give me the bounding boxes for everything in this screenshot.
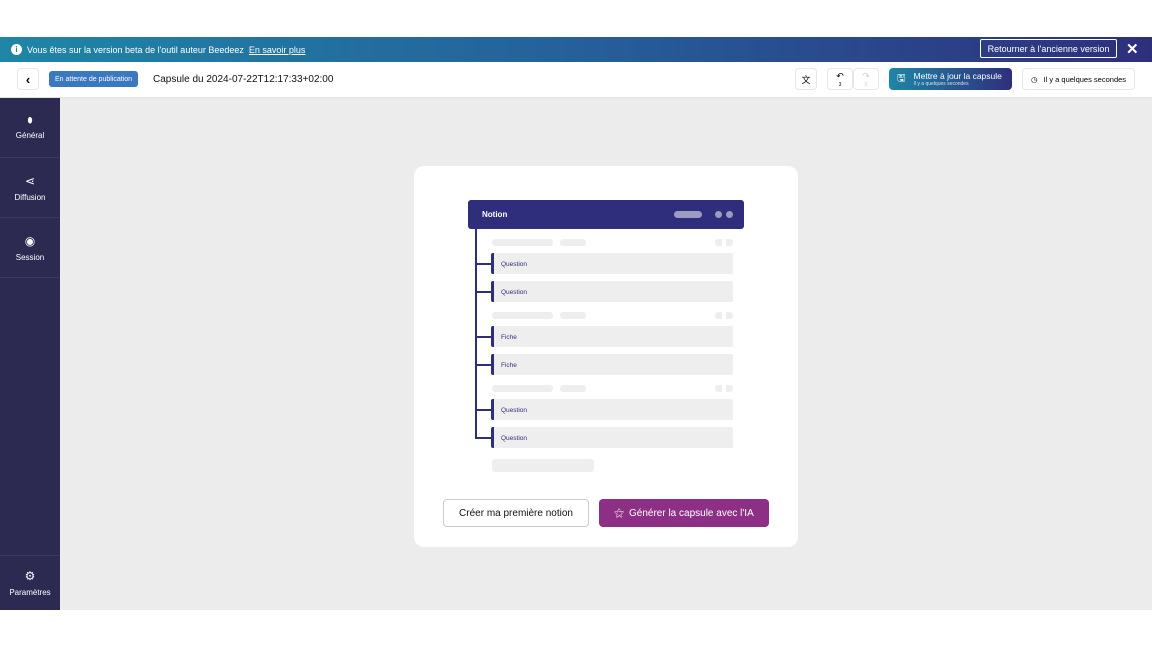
beta-banner: i Vous êtes sur la version beta de l'out… xyxy=(0,37,1152,62)
record-icon: ◉ xyxy=(24,233,36,248)
skeleton xyxy=(715,385,733,392)
save-icon: 🖫 xyxy=(897,72,906,84)
skeleton xyxy=(560,239,586,246)
skeleton xyxy=(715,239,733,246)
notion-preview-header: Notion xyxy=(468,200,744,229)
tree-line xyxy=(475,229,477,438)
info-icon: i xyxy=(11,44,22,55)
preview-row: Question xyxy=(491,399,733,420)
redo-icon: ↷ xyxy=(862,70,870,81)
update-capsule-button[interactable]: 🖫 Mettre à jour la capsule Il y a quelque… xyxy=(889,68,1012,90)
undo-icon: ↶ xyxy=(836,70,844,81)
tree-branch xyxy=(475,336,491,338)
save-label: Mettre à jour la capsule xyxy=(913,70,1002,81)
banner-message: Vous êtes sur la version beta de l'outil… xyxy=(27,44,244,55)
close-banner-icon[interactable]: ✕ xyxy=(1126,41,1139,58)
learn-more-link[interactable]: En savoir plus xyxy=(248,44,306,55)
tree-branch xyxy=(475,364,491,366)
placeholder-dot xyxy=(726,211,733,218)
preview-row: Question xyxy=(491,281,733,302)
preview-row: Fiche xyxy=(491,354,733,375)
create-first-notion-button[interactable]: Créer ma première notion xyxy=(443,499,589,527)
skeleton xyxy=(492,385,553,392)
history-label: Il y a quelques secondes xyxy=(1043,74,1127,84)
skeleton xyxy=(560,385,586,392)
notion-label: Notion xyxy=(482,210,508,219)
skeleton xyxy=(492,459,594,472)
generate-with-ai-button[interactable]: ⚝ Générer la capsule avec l'IA xyxy=(599,499,769,527)
sidebar-item-diffusion[interactable]: ⋖ Diffusion xyxy=(0,158,60,218)
skeleton xyxy=(715,312,733,319)
tree-branch xyxy=(475,437,491,439)
sidebar-item-session[interactable]: ◉ Session xyxy=(0,218,60,278)
preview-row: Question xyxy=(491,253,733,274)
placeholder-dot xyxy=(715,211,722,218)
history-icon: ◷ xyxy=(1030,74,1038,84)
save-sub: Il y a quelques secondes xyxy=(913,80,969,87)
preview-row: Fiche xyxy=(491,326,733,347)
pill-icon: ⬮ xyxy=(27,115,33,125)
translate-button[interactable]: 文 xyxy=(795,68,817,90)
redo-count: 0 xyxy=(864,81,868,88)
preview-row: Question xyxy=(491,427,733,448)
sidebar-item-general[interactable]: ⬮ Général xyxy=(0,98,60,158)
history-button[interactable]: ◷ Il y a quelques secondes xyxy=(1022,68,1135,90)
placeholder-pill xyxy=(674,211,702,218)
magic-wand-icon: ⚝ xyxy=(614,507,624,519)
sidebar-item-label: Session xyxy=(15,252,45,262)
sidebar: ⬮ Général ⋖ Diffusion ◉ Session ⚙ Paramètres xyxy=(0,98,60,610)
tree-branch xyxy=(475,291,491,293)
gear-icon: ⚙ xyxy=(24,569,36,583)
share-icon: ⋖ xyxy=(24,173,36,188)
old-version-button[interactable]: Retourner à l'ancienne version xyxy=(980,39,1117,58)
undo-button[interactable]: ↶ 3 xyxy=(827,68,853,90)
skeleton xyxy=(492,312,553,319)
translate-icon: 文 xyxy=(801,74,811,85)
tree-branch xyxy=(475,409,491,411)
tree-branch xyxy=(475,263,491,265)
status-badge: En attente de publication xyxy=(49,71,138,87)
generate-label: Générer la capsule avec l'IA xyxy=(628,507,754,519)
skeleton xyxy=(560,312,586,319)
sidebar-item-settings[interactable]: ⚙ Paramètres xyxy=(0,555,60,610)
sidebar-item-label: Général xyxy=(15,130,45,140)
page-title: Capsule du 2024-07-22T12:17:33+02:00 xyxy=(153,74,334,85)
sidebar-item-label: Paramètres xyxy=(9,588,51,597)
skeleton xyxy=(492,239,553,246)
sidebar-item-label: Diffusion xyxy=(14,192,46,202)
undo-count: 3 xyxy=(838,81,842,88)
redo-button[interactable]: ↷ 0 xyxy=(853,68,879,90)
back-button[interactable]: ‹ xyxy=(17,68,39,90)
chevron-left-icon: ‹ xyxy=(25,71,31,87)
